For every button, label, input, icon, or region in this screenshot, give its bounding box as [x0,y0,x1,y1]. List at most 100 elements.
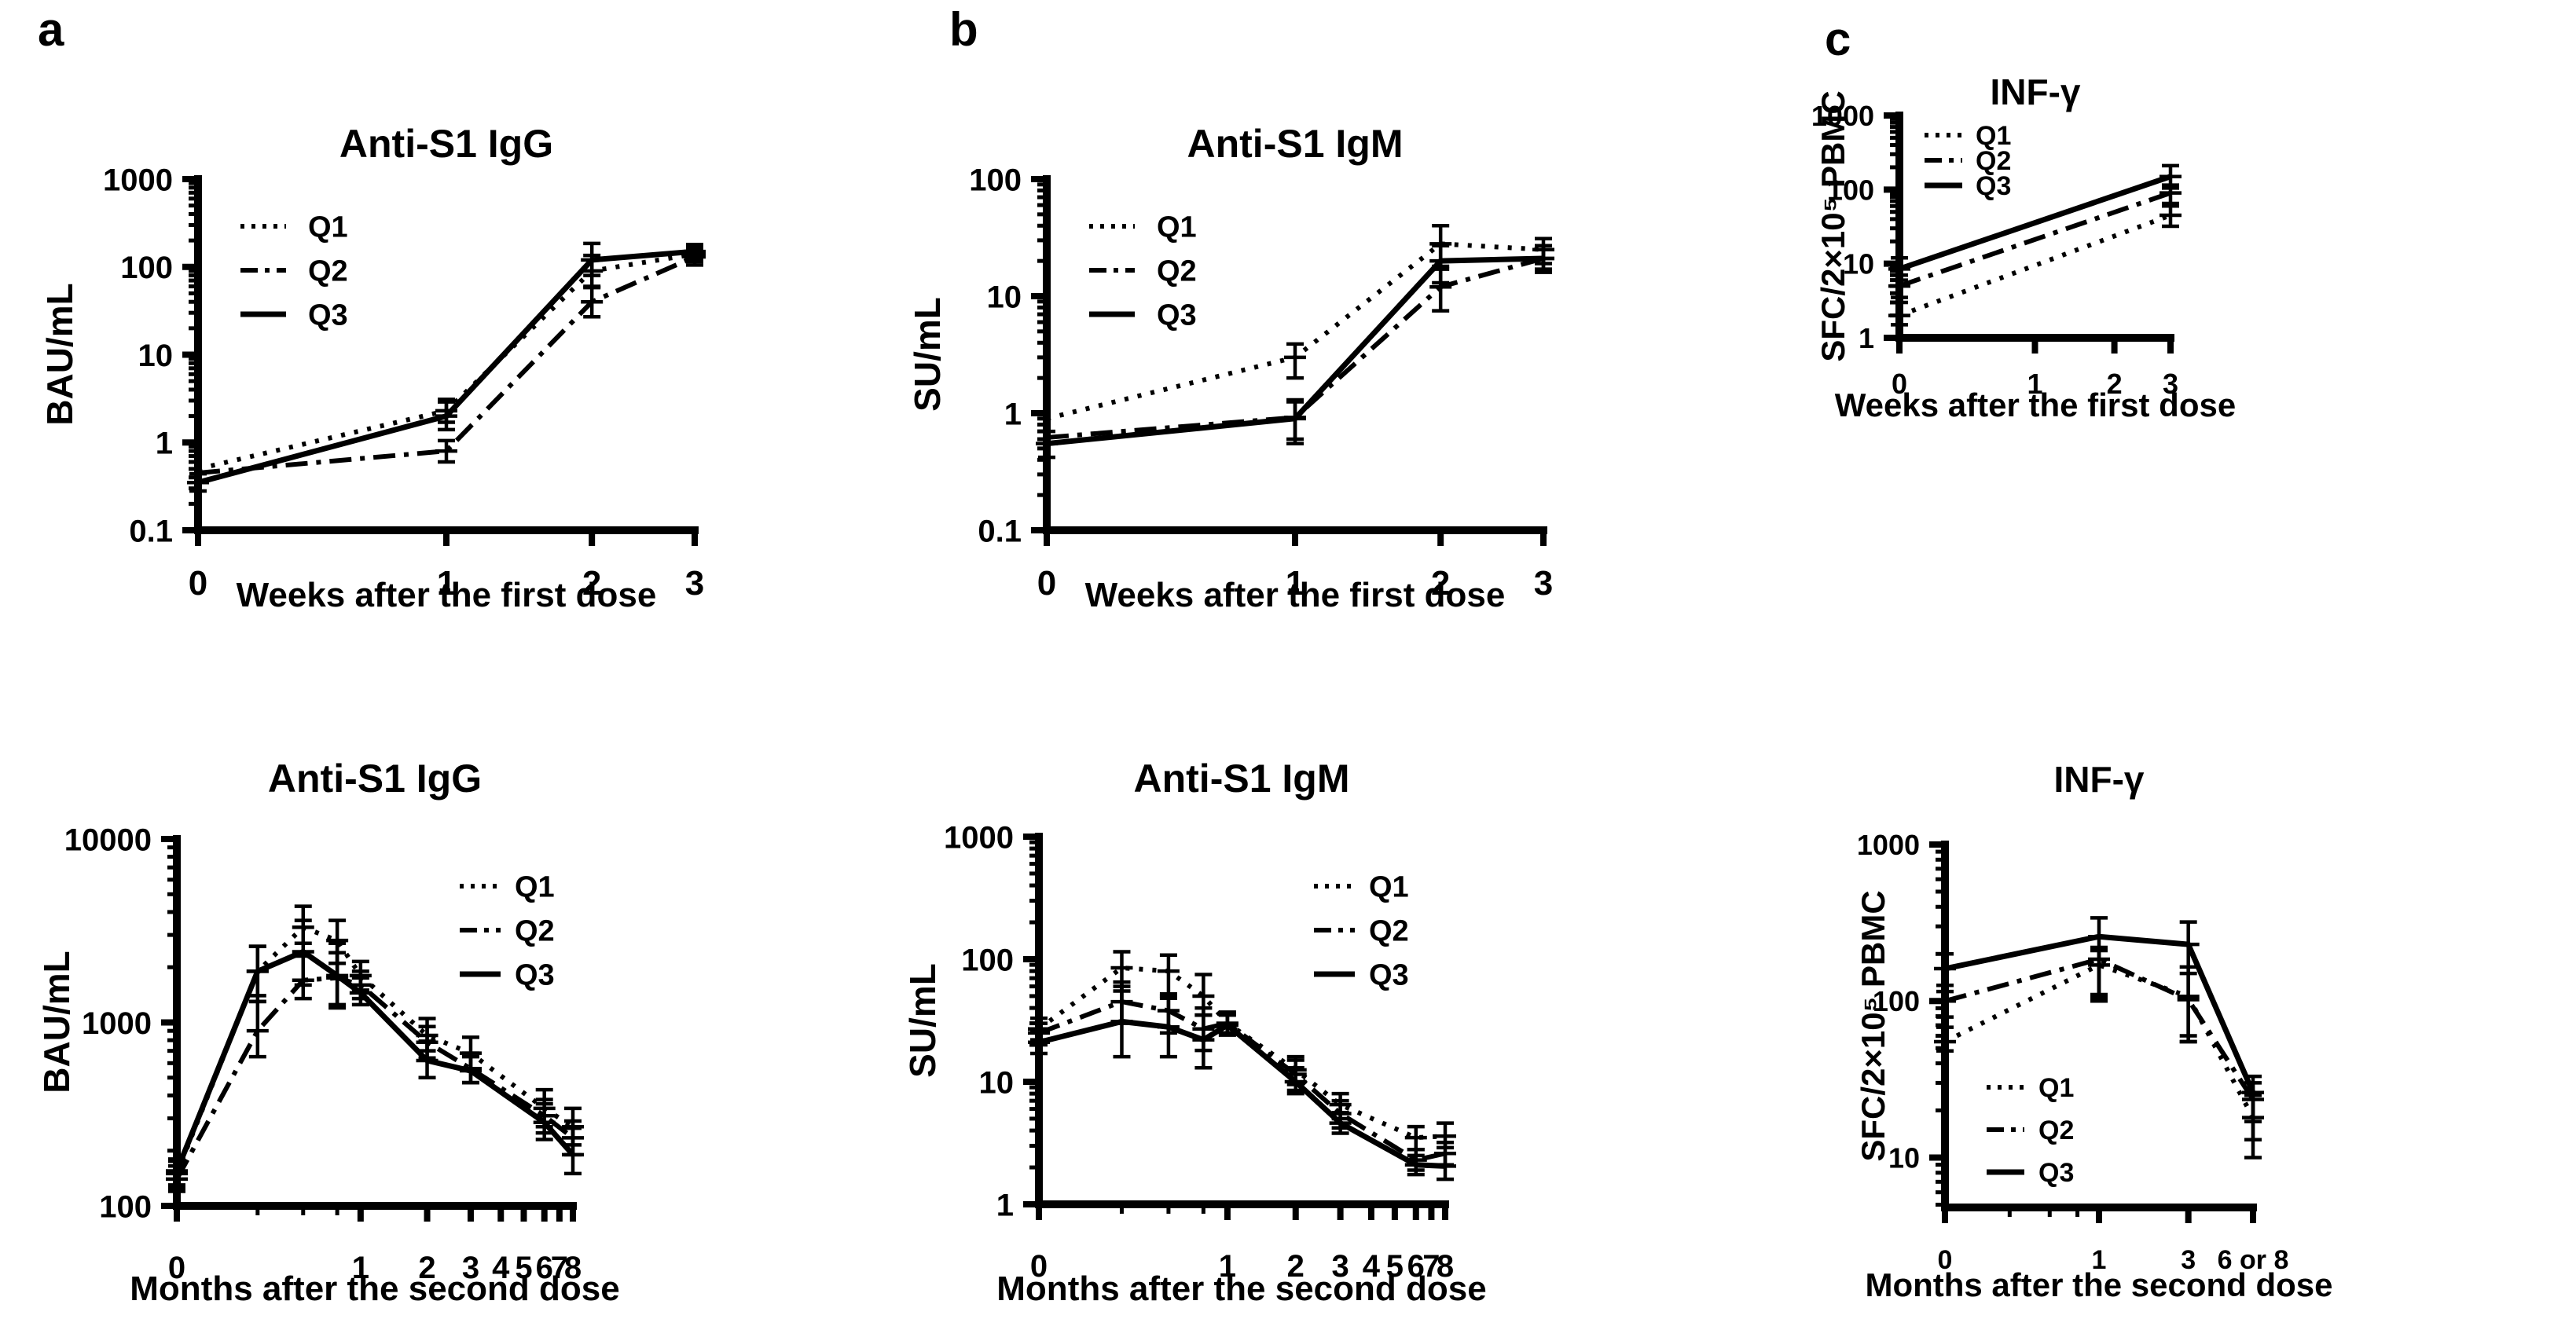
series-q3 [1944,933,2256,1094]
y-axis-label: SU/mL [907,297,948,412]
series-q3 [1898,174,2172,272]
y-tick-label: 10 [979,1065,1015,1100]
error-bars [187,241,706,493]
legend-label: Q2 [515,915,555,948]
panel-letter-c: c [1825,13,1851,65]
series-q2 [1037,999,1446,1163]
series-q2 [197,255,696,475]
legend-label: Q1 [1157,211,1197,244]
legend-label: Q3 [1976,171,2011,201]
error-bars [1036,224,1554,460]
y-tick-label: 10 [1888,1141,1920,1174]
x-tick-label: 5 [515,1251,532,1285]
x-tick-label: 1 [1286,564,1305,603]
panel-letter-a: a [38,3,64,56]
legend-label: Q2 [1157,255,1197,288]
y-tick-label: 100 [969,163,1022,197]
error-bars [166,904,584,1193]
x-tick-label: 4 [492,1251,510,1285]
y-tick-label: 100 [120,251,173,285]
series-q1 [1037,965,1446,1141]
legend-label: Q2 [308,255,348,288]
x-tick-label: 5 [1386,1249,1404,1284]
legend-label: Q2 [1976,146,2011,176]
y-tick-label: 10 [1843,248,1874,280]
y-axis-label: SFC/2×10⁵ PBMC [1815,90,1851,361]
panel-letter-b: b [949,3,978,56]
x-tick-label: 2 [1431,564,1450,603]
x-tick-label: 8 [564,1251,582,1285]
y-tick-label: 1 [1004,397,1022,431]
series-q1 [174,925,574,1174]
x-tick-label: 6 [1407,1249,1425,1284]
series-q3 [1046,255,1544,447]
error-bars [1888,163,2182,327]
legend-label: Q3 [515,959,555,992]
y-tick-label: 0.1 [978,514,1022,548]
x-axis-label: Months after the second dose [130,1270,619,1308]
y-axis-label: BAU/mL [36,951,77,1093]
legend-label: Q1 [308,211,348,244]
legend: Q1 Q2 Q3 [1987,1073,2074,1188]
chart-title: INF-γ [1991,71,2081,112]
x-tick-label: 0 [1892,368,1907,400]
chart-title: Anti-S1 IgM [1187,122,1404,166]
y-tick-label: 100 [1827,174,1874,206]
axes: 1000 100 10 1 0.1 0 1 2 3 [103,163,704,603]
x-tick-label: 7 [1422,1249,1440,1284]
x-tick-label: 1 [437,564,456,603]
series-q2 [1899,190,2171,288]
y-tick-label: 1000 [944,820,1014,855]
x-tick-label: 1 [2092,1245,2107,1275]
x-axis-label: Weeks after the first dose [237,576,657,614]
x-tick-label: 2 [418,1251,435,1285]
legend: Q1 Q2 Q3 [1314,871,1409,992]
x-axis-label: Weeks after the first dose [1085,576,1506,614]
y-tick-label: 1 [156,427,173,461]
series-q1 [197,251,695,471]
y-tick-label: 10 [138,339,174,373]
series-q1 [1943,962,2255,1119]
series-q1 [1898,213,2172,318]
series-q2 [1046,256,1544,440]
chart-title: INF-γ [2054,759,2145,800]
x-tick-label: 2 [1287,1249,1305,1284]
chart-igm-weeks: 100 10 1 0.1 0 1 2 3 Anti-S1 IgM SU/mL Weeks after… [907,122,1554,614]
x-tick-label: 0 [189,564,207,603]
legend: Q1 Q2 Q3 [240,211,348,332]
series-q3 [1038,1018,1446,1169]
legend-label: Q3 [2038,1158,2074,1188]
legend-label: Q2 [2038,1116,2074,1145]
y-tick-label: 1000 [1857,829,1920,861]
legend-label: Q3 [1369,959,1409,992]
legend-label: Q2 [1369,915,1409,948]
series-q2 [1944,957,2255,1101]
x-tick-label: 3 [2163,368,2178,400]
chart-title: Anti-S1 IgG [339,122,553,166]
y-tick-label: 1 [996,1188,1014,1222]
x-tick-label: 3 [462,1251,479,1285]
x-tick-label: 0 [168,1251,185,1285]
legend-label: Q1 [1369,871,1409,904]
y-tick-label: 1000 [82,1006,152,1041]
x-tick-label: 1 [1219,1249,1236,1284]
legend: Q1 Q2 Q3 [1089,211,1197,332]
chart-title: Anti-S1 IgM [1134,757,1350,801]
y-axis-label: SFC/2×10⁵ PBMC [1855,890,1892,1161]
series-q3 [174,948,575,1172]
error-bars [1934,916,2264,1160]
x-tick-label: 2 [582,564,601,603]
x-tick-label: 3 [685,564,704,603]
legend-label: Q1 [1976,121,2011,151]
chart-title: Anti-S1 IgG [268,757,482,801]
y-tick-label: 100 [99,1189,152,1224]
series-q3 [197,248,695,485]
x-tick-label: 3 [1534,564,1553,603]
y-axis-label: BAU/mL [39,283,80,425]
x-tick-label: 1 [352,1251,369,1285]
